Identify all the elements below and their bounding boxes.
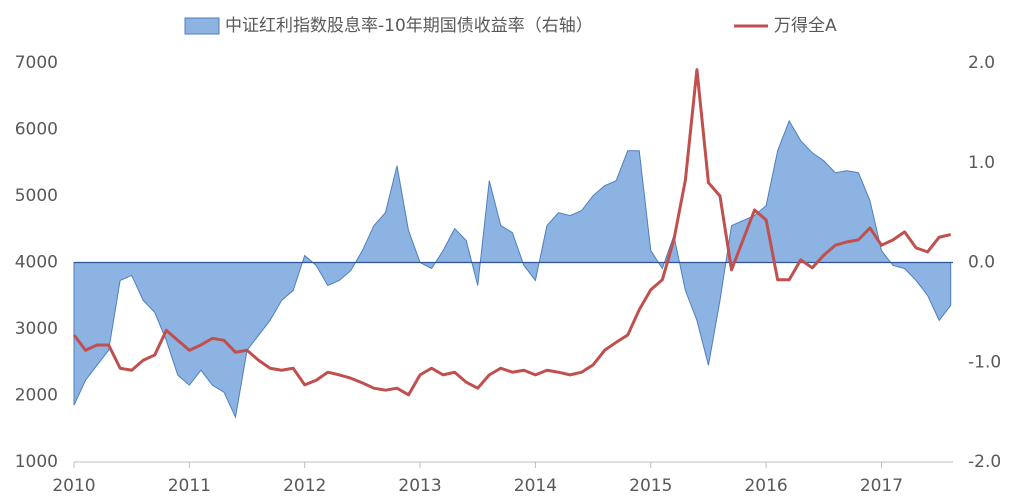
line [72, 68, 952, 397]
legend-swatch [184, 17, 220, 35]
legend-label: 中证红利指数股息率-10年期国债收益率（右轴） [225, 16, 593, 36]
x-tick-label: 2011 [168, 476, 211, 496]
y-tick-label: 5000 [15, 186, 58, 206]
x-tick-label: 2017 [860, 476, 903, 496]
x-tick-label: 2015 [629, 476, 672, 496]
x-tick-label: 2010 [52, 476, 95, 496]
y2-tick-label: 0.0 [968, 253, 995, 273]
area [73, 119, 952, 419]
y-tick-label: 4000 [15, 253, 58, 273]
y-tick-label: 1000 [15, 452, 58, 472]
y-tick-label: 7000 [15, 53, 58, 73]
x-tick-label: 2016 [744, 476, 787, 496]
y-tick-label: 6000 [15, 120, 58, 140]
x-tick-label: 2014 [514, 476, 557, 496]
y2-tick-label: -2.0 [968, 452, 1001, 472]
y-tick-label: 2000 [15, 386, 58, 406]
x-tick-label: 2013 [398, 476, 441, 496]
legend-label: 万得全A [774, 16, 837, 36]
x-tick-label: 2012 [283, 476, 326, 496]
y2-tick-label: -1.0 [968, 352, 1001, 372]
y2-tick-label: 1.0 [968, 153, 995, 173]
y-tick-label: 3000 [15, 319, 58, 339]
y2-tick-label: 2.0 [968, 53, 995, 73]
